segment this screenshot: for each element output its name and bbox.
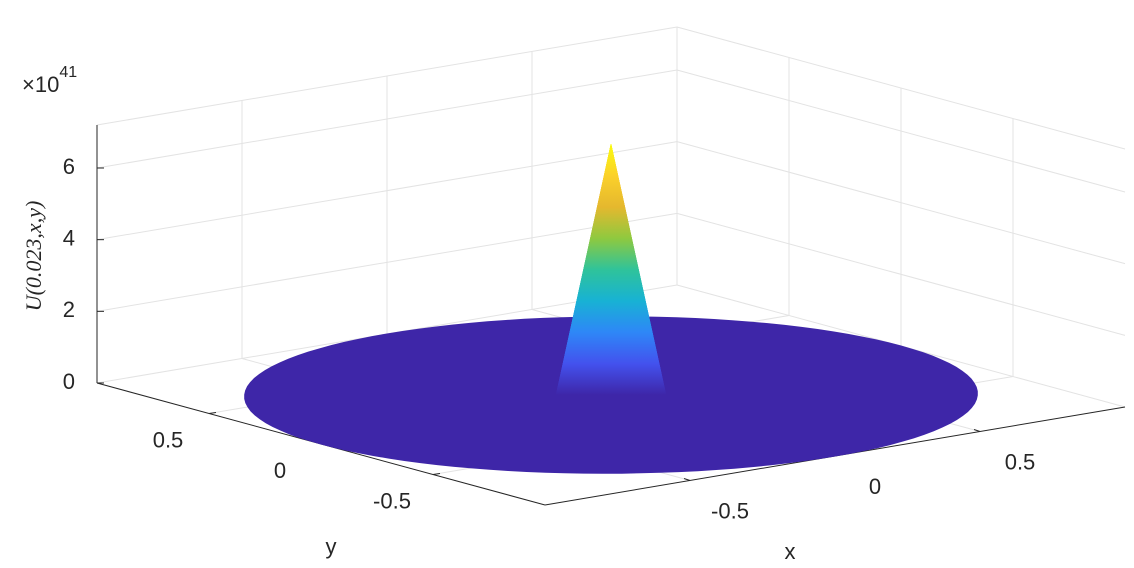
surface-peak (555, 144, 667, 407)
z-axis-label: U(0.023,x,y) (21, 201, 46, 312)
grid-line (96, 69, 678, 169)
grid-line (96, 141, 678, 241)
y-tick-label: 0.5 (153, 427, 184, 452)
z-tick-label: 2 (63, 297, 75, 322)
x-axis-label: x (785, 539, 796, 564)
y-tick-label: 0 (274, 458, 286, 483)
grid-line (676, 69, 1126, 193)
grid-line (676, 212, 1126, 336)
x-tick (683, 478, 691, 481)
y-axis-label: y (326, 534, 337, 559)
y-tick-label: -0.5 (373, 488, 411, 513)
x-tick (973, 429, 981, 432)
x-tick-label: -0.5 (711, 498, 749, 523)
y-tick (208, 412, 217, 414)
x-tick-label: 0.5 (1005, 449, 1036, 474)
grid-line (676, 141, 1126, 265)
surface-facet (610, 144, 659, 390)
z-tick-label: 0 (63, 369, 75, 394)
grid-line (676, 26, 1126, 150)
grid-line (96, 26, 678, 126)
z-tick-label: 4 (63, 225, 75, 250)
z-multiplier: ×1041 (22, 64, 77, 97)
grid-line (96, 212, 678, 312)
z-tick-label: 6 (63, 154, 75, 179)
x-tick-label: 0 (869, 474, 881, 499)
z-multiplier-exponent: 41 (59, 64, 77, 81)
y-tick (432, 473, 441, 475)
z-multiplier-base: ×10 (22, 72, 59, 97)
